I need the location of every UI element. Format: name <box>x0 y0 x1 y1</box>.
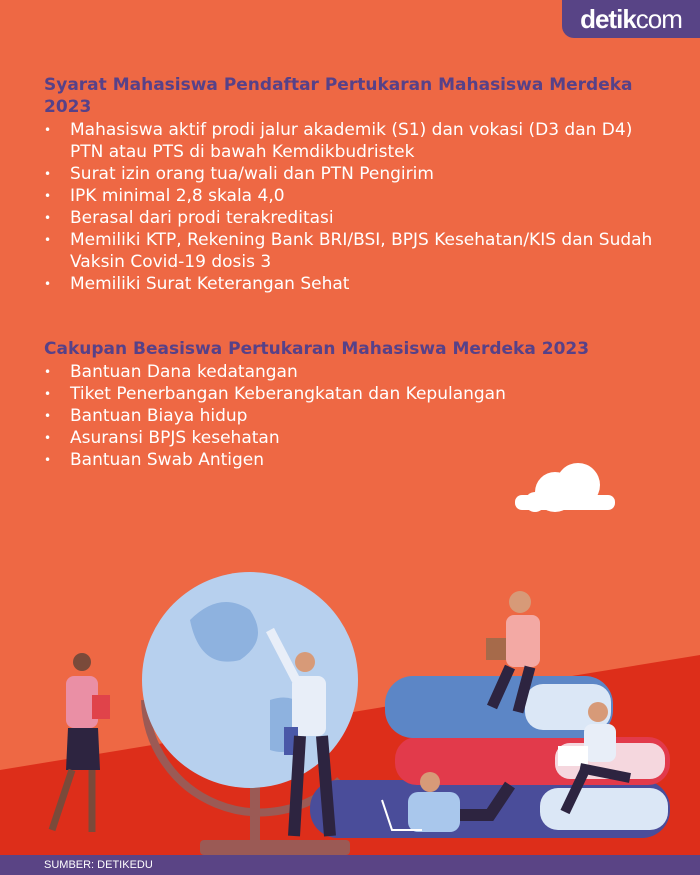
detikcom-logo: detikcom <box>562 0 700 38</box>
requirements-title: Syarat Mahasiswa Pendaftar Pertukaran Ma… <box>44 75 633 117</box>
cloud-icon <box>515 463 615 512</box>
list-item: Bantuan Dana kedatangan <box>44 361 664 383</box>
scholarship-list: Bantuan Dana kedatangan Tiket Penerbanga… <box>44 361 664 471</box>
list-item: Memiliki KTP, Rekening Bank BRI/BSI, BPJ… <box>44 229 664 273</box>
person-right <box>558 702 631 815</box>
source-footer: SUMBER: DETIKEDU <box>0 855 700 875</box>
list-item: Mahasiswa aktif prodi jalur akademik (S1… <box>44 119 664 163</box>
list-item: Bantuan Swab Antigen <box>44 449 664 471</box>
students-illustration <box>0 463 700 855</box>
logo-bold: detik <box>580 4 637 34</box>
list-item: Berasal dari prodi terakreditasi <box>44 207 664 229</box>
requirements-list: Mahasiswa aktif prodi jalur akademik (S1… <box>44 119 664 295</box>
list-item: Surat izin orang tua/wali dan PTN Pengir… <box>44 163 664 185</box>
person-lying <box>381 772 515 832</box>
scholarship-title: Cakupan Beasiswa Pertukaran Mahasiswa Me… <box>44 339 590 359</box>
logo-light: com <box>635 4 683 34</box>
list-item: Asuransi BPJS kesehatan <box>44 427 664 449</box>
person-top <box>486 591 540 714</box>
list-item: IPK minimal 2,8 skala 4,0 <box>44 185 664 207</box>
requirements-section: Syarat Mahasiswa Pendaftar Pertukaran Ma… <box>44 74 664 295</box>
scholarship-section: Cakupan Beasiswa Pertukaran Mahasiswa Me… <box>44 338 664 471</box>
list-item: Tiket Penerbangan Keberangkatan dan Kepu… <box>44 383 664 405</box>
person-center <box>266 627 336 837</box>
list-item: Bantuan Biaya hidup <box>44 405 664 427</box>
list-item: Memiliki Surat Keterangan Sehat <box>44 273 664 295</box>
person-left <box>48 653 110 832</box>
